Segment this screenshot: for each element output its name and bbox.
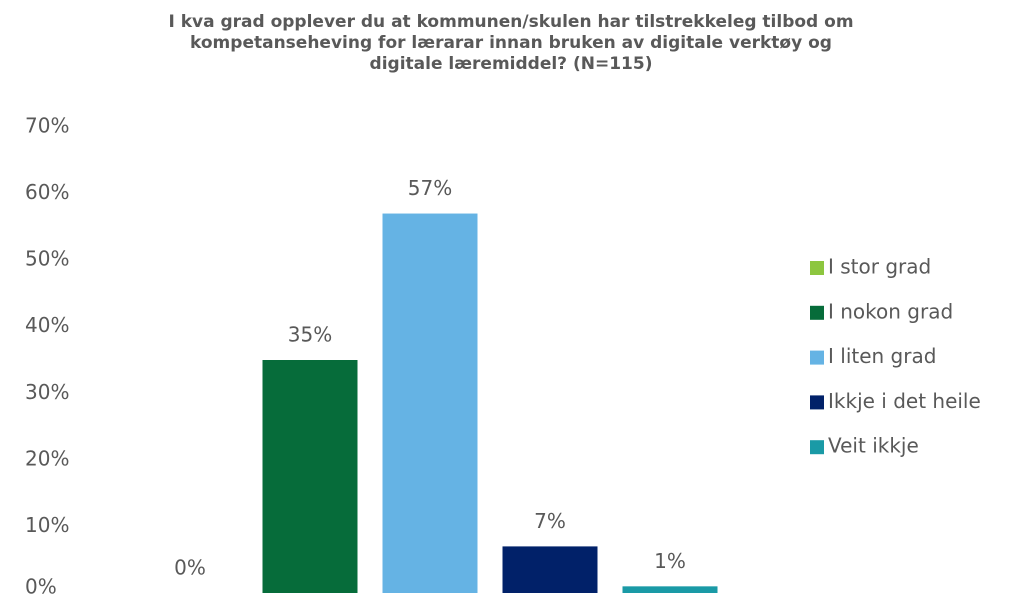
data-label: 0% (174, 556, 206, 580)
legend-swatch (810, 395, 824, 410)
legend-label: Veit ikkje (828, 434, 919, 458)
chart-title: I kva grad opplever du at kommunen/skule… (168, 12, 854, 74)
bar (622, 586, 718, 593)
data-label: 1% (654, 549, 686, 573)
y-tick-label: 30% (25, 380, 69, 404)
legend-label: I stor grad (828, 255, 931, 279)
y-tick-label: 10% (25, 513, 69, 537)
legend-swatch (810, 350, 824, 365)
legend-swatch (810, 305, 824, 320)
data-label: 57% (408, 176, 452, 200)
data-label: 7% (534, 509, 566, 533)
y-tick-label: 50% (25, 247, 69, 271)
legend-swatch (810, 261, 824, 275)
legend-swatch (810, 440, 824, 455)
y-tick-label: 40% (25, 313, 69, 337)
legend-label: I liten grad (828, 344, 936, 368)
bar (502, 546, 598, 593)
data-label: 35% (288, 323, 332, 347)
bar (262, 360, 358, 593)
bar (382, 213, 478, 594)
legend-label: I nokon grad (828, 299, 953, 323)
y-tick-label: 0% (25, 575, 57, 599)
y-tick-label: 70% (25, 114, 69, 138)
legend-label: Ikkje i det heile (828, 389, 981, 413)
y-tick-label: 20% (25, 446, 69, 470)
y-tick-label: 60% (25, 180, 69, 204)
